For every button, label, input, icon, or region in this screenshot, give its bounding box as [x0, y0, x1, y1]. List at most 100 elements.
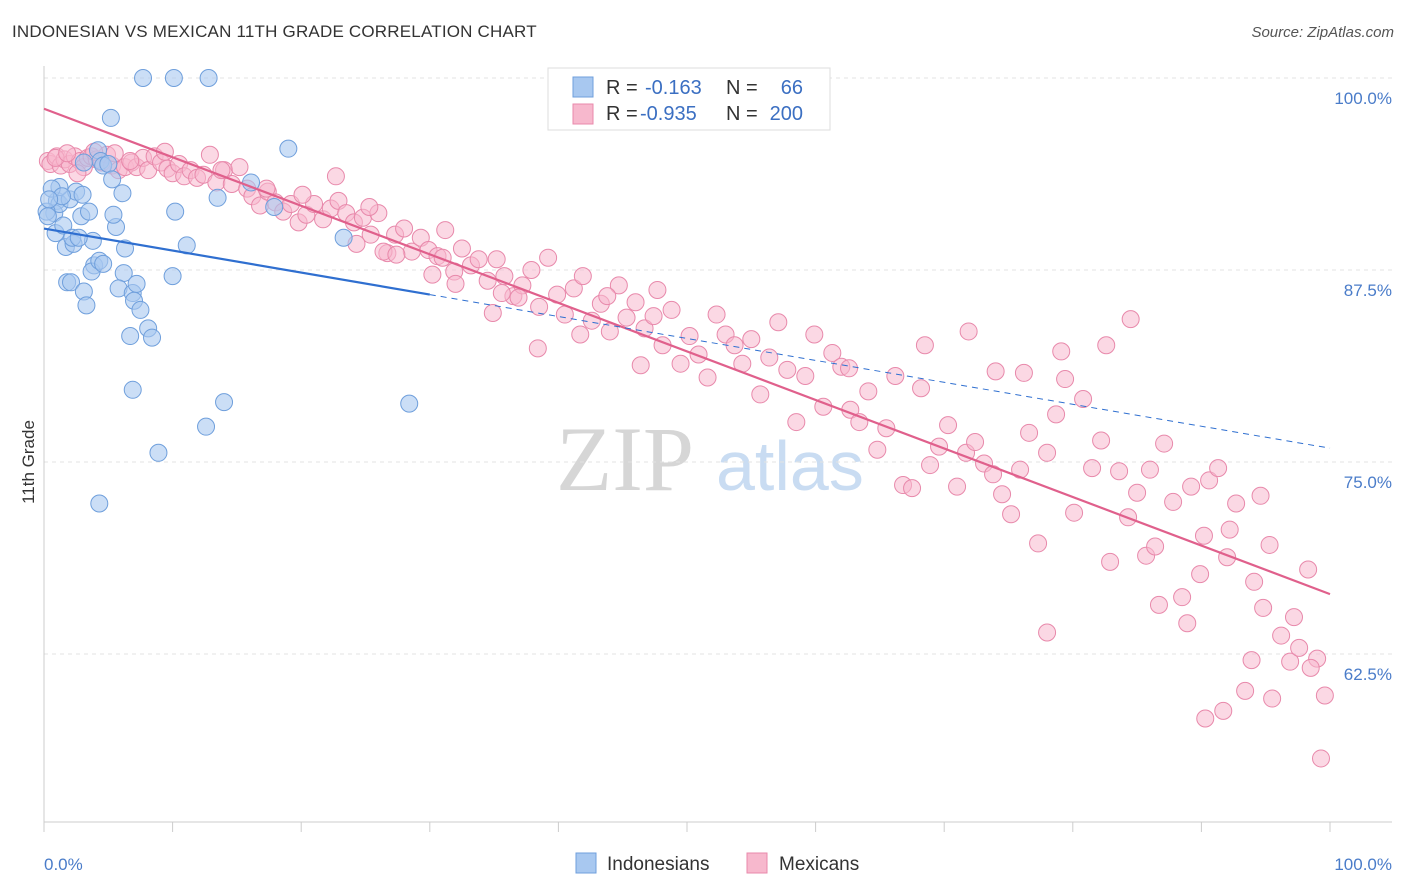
bottom-legend-label-mexicans: Mexicans [779, 854, 859, 875]
indonesians-trend-line [43, 227, 430, 296]
mexicans-point [1281, 652, 1300, 671]
indonesians-point [131, 300, 150, 319]
mexicans-point [360, 198, 379, 217]
mexicans-point [1272, 626, 1291, 645]
mexicans-point [1097, 336, 1116, 355]
mexicans-point [1052, 342, 1071, 361]
mexicans-point [1220, 520, 1239, 539]
series-legend: Indonesians Mexicans [575, 852, 859, 875]
mexicans-point [478, 271, 497, 290]
mexicans-point [1209, 459, 1228, 478]
mexicans-point [805, 325, 824, 344]
y-tick-label: 87.5% [1344, 281, 1392, 300]
mexicans-point [1074, 390, 1093, 409]
indonesians-point [149, 443, 168, 462]
mexicans-point [1173, 588, 1192, 607]
indonesians-point [199, 69, 218, 87]
mexicans-point [725, 336, 744, 355]
watermark-zip: ZIP [556, 408, 694, 510]
mexicans-point [1140, 460, 1159, 479]
legend-r-label-1: R = [606, 77, 638, 99]
indonesians-point [113, 184, 132, 203]
bottom-legend-swatch-mexicans [746, 852, 768, 874]
mexicans-point [1020, 423, 1039, 442]
indonesians-point [215, 393, 234, 412]
mexicans-point [1301, 658, 1320, 677]
mexicans-point [326, 167, 345, 186]
mexicans-point [1284, 608, 1303, 627]
mexicans-point [1182, 477, 1201, 496]
mexicans-point [1038, 443, 1057, 462]
indonesians-point [400, 394, 419, 413]
mexicans-point [1149, 595, 1168, 614]
y-axis-label: 11th Grade [19, 420, 38, 504]
indonesians-point [94, 254, 113, 273]
mexicans-point [915, 336, 934, 355]
mexicans-point [293, 185, 312, 204]
indonesians-point [73, 185, 92, 204]
mexicans-point [1254, 598, 1273, 617]
mexicans-point [966, 433, 985, 452]
mexicans-point [200, 145, 219, 164]
mexicans-point [530, 297, 549, 316]
mexicans-point [1128, 483, 1147, 502]
mexicans-trend-line [43, 107, 1331, 596]
indonesians-point [123, 380, 142, 399]
mexicans-point [671, 354, 690, 373]
stats-legend: R = -0.163 N = 66 R = -0.935 N = 200 [547, 67, 831, 131]
mexicans-point [1315, 686, 1334, 705]
mexicans-point [1002, 505, 1021, 524]
indonesians-points [37, 69, 419, 513]
stats-legend-frame [547, 67, 831, 131]
mexicans-point [1245, 572, 1264, 591]
mexicans-point [452, 239, 471, 258]
mexicans-point [1164, 492, 1183, 511]
mexicans-point [1191, 565, 1210, 584]
mexicans-point [1200, 471, 1219, 490]
mexicans-point [648, 280, 667, 299]
mexicans-point [395, 219, 414, 238]
indonesians-trend-extension [429, 294, 1331, 449]
mexicans-point [1227, 494, 1246, 513]
mexicans-point [1236, 681, 1255, 700]
mexicans-point [1056, 370, 1075, 389]
mexicans-point [1146, 537, 1165, 556]
bottom-legend-swatch-indonesians [575, 852, 597, 874]
indonesians-point [116, 239, 135, 258]
indonesians-point [242, 173, 261, 192]
indonesians-point [163, 267, 182, 286]
mexicans-point [1065, 503, 1084, 522]
mexicans-point [528, 339, 547, 358]
mexicans-point [993, 485, 1012, 504]
mexicans-point [778, 360, 797, 379]
mexicans-point [522, 261, 541, 279]
mexicans-point [1260, 535, 1279, 554]
mexicans-point [617, 308, 636, 327]
mexicans-point [1047, 405, 1066, 424]
mexicans-point [939, 416, 958, 435]
indonesians-point [54, 216, 73, 235]
mexicans-point [564, 279, 583, 298]
mexicans-point [1214, 701, 1233, 720]
mexicans-point [509, 288, 528, 307]
legend-n-label-1: N = [726, 77, 758, 99]
legend-swatch-indonesians [572, 76, 594, 98]
mexicans-point [1121, 310, 1140, 329]
trend-lines [43, 107, 1331, 596]
mexicans-point [487, 250, 506, 269]
mexicans-point [598, 287, 617, 306]
mexicans-point [631, 356, 650, 375]
y-tick-label: 100.0% [1334, 89, 1392, 108]
mexicans-point [423, 265, 442, 284]
mexicans-point [912, 379, 931, 398]
mexicans-point [707, 305, 726, 324]
indonesians-point [38, 207, 57, 226]
mexicans-point [492, 284, 511, 303]
mexicans-point [1194, 526, 1213, 545]
mexicans-point [1311, 749, 1330, 768]
mexicans-point [689, 345, 708, 364]
indonesians-point [164, 69, 183, 87]
mexicans-point [469, 250, 488, 269]
y-tick-label: 62.5% [1344, 665, 1392, 684]
mexicans-point [662, 300, 681, 319]
